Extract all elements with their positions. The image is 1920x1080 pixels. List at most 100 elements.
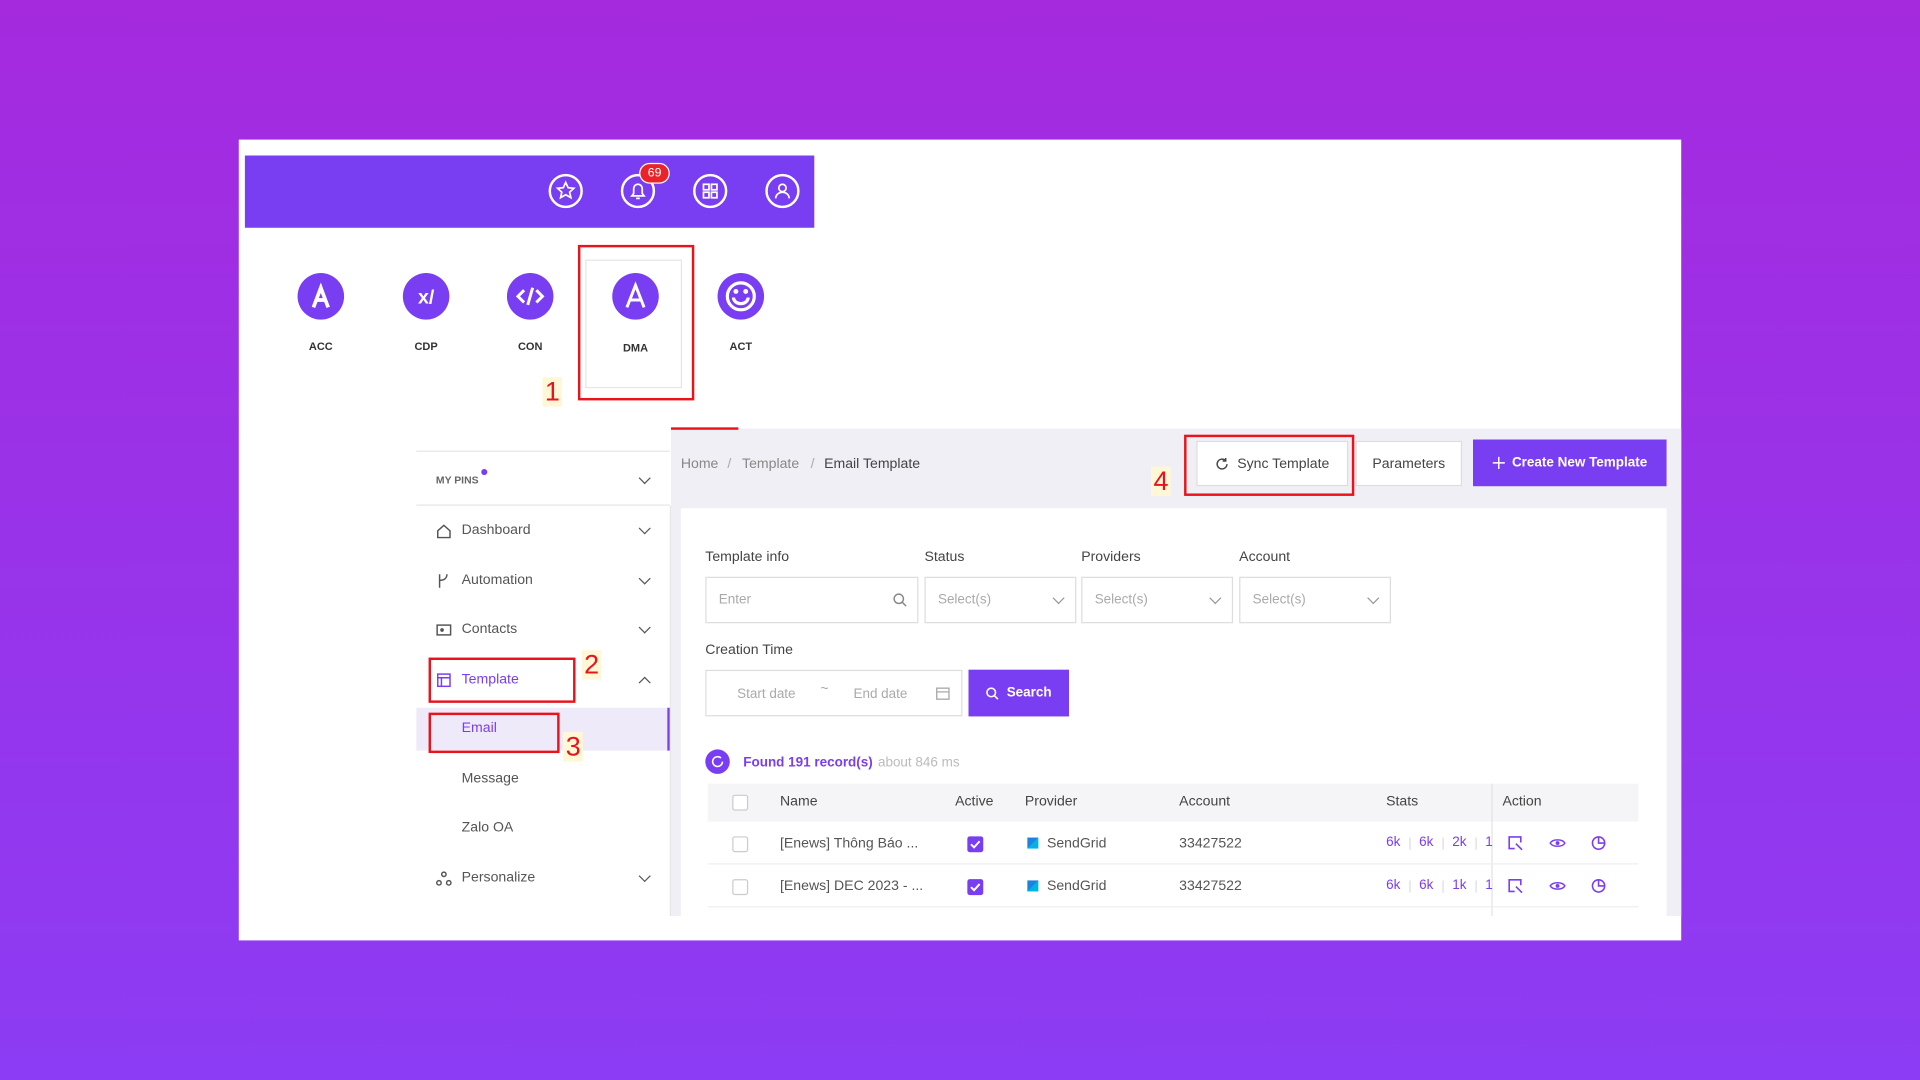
checkbox[interactable] bbox=[732, 878, 749, 895]
preview-action[interactable] bbox=[1549, 835, 1566, 857]
stat-separator bbox=[1409, 879, 1411, 893]
provider-icon bbox=[1027, 879, 1039, 891]
stat-separator bbox=[1475, 837, 1477, 850]
stat-value: 6k bbox=[1386, 877, 1401, 893]
stat-value: 6k bbox=[1419, 877, 1434, 893]
checkbox[interactable] bbox=[732, 836, 749, 853]
checkbox[interactable] bbox=[732, 794, 749, 811]
menu-item[interactable]: Contacts bbox=[461, 622, 518, 637]
edit-action[interactable] bbox=[1507, 877, 1523, 899]
button-label: Parameters bbox=[1372, 456, 1446, 471]
app-label: ACC bbox=[308, 340, 333, 353]
app-icon[interactable] bbox=[297, 273, 345, 320]
notification-badge: 69 bbox=[639, 162, 670, 184]
active-checkbox[interactable] bbox=[967, 878, 984, 895]
profile-button[interactable] bbox=[765, 173, 800, 209]
column-divider bbox=[1491, 783, 1493, 916]
filter-label: Status bbox=[924, 549, 965, 565]
placeholder: Start date bbox=[737, 686, 796, 702]
placeholder: Enter bbox=[718, 592, 751, 608]
create-button[interactable]: Create New Template bbox=[1473, 439, 1667, 487]
highlight-box bbox=[1184, 434, 1355, 496]
column-header: Account bbox=[1179, 794, 1231, 810]
filter-label: Account bbox=[1239, 549, 1291, 565]
search-icon bbox=[893, 593, 907, 607]
breadcrumb-item[interactable]: Template bbox=[742, 456, 800, 472]
placeholder: Select(s) bbox=[1094, 592, 1148, 608]
menu-item[interactable]: Dashboard bbox=[461, 522, 531, 538]
report-action[interactable] bbox=[1591, 877, 1607, 899]
top-bar bbox=[244, 155, 815, 228]
divider bbox=[416, 504, 670, 506]
search-button[interactable]: Search bbox=[968, 669, 1069, 717]
menu-item[interactable]: Automation bbox=[461, 573, 533, 588]
row-divider bbox=[707, 863, 1639, 865]
text-input[interactable]: Enter bbox=[705, 576, 919, 624]
highlight-box bbox=[428, 712, 560, 754]
stat-value: 2k bbox=[1452, 835, 1467, 850]
column-header: Stats bbox=[1386, 794, 1419, 810]
parameters-button[interactable]: Parameters bbox=[1355, 440, 1463, 487]
report-action[interactable] bbox=[1591, 835, 1607, 857]
stat-value: 6k bbox=[1419, 835, 1434, 850]
range-separator: ~ bbox=[820, 682, 829, 697]
filter-label: Providers bbox=[1081, 549, 1141, 565]
menu-item[interactable]: Template bbox=[461, 672, 519, 687]
stat-separator bbox=[1475, 879, 1477, 893]
preview-action[interactable] bbox=[1549, 877, 1566, 899]
menu-item[interactable]: Personalize bbox=[461, 870, 536, 886]
account: 33427522 bbox=[1179, 878, 1242, 894]
stat-value: 1 bbox=[1485, 877, 1493, 893]
app-label: CON bbox=[517, 340, 543, 353]
template-name[interactable]: [Enews] Thông Báo ... bbox=[780, 836, 919, 852]
menu-icon bbox=[436, 871, 452, 886]
highlight-box bbox=[428, 657, 576, 703]
column-header: Action bbox=[1502, 794, 1542, 810]
app-label: DMA bbox=[622, 341, 649, 354]
app-label: CDP bbox=[414, 340, 438, 353]
apps-button[interactable] bbox=[693, 173, 728, 209]
sync-button[interactable]: Sync Template bbox=[1196, 440, 1349, 487]
step-number: 2 bbox=[581, 650, 602, 680]
submenu-item[interactable]: Message bbox=[461, 771, 519, 787]
breadcrumb-separator: / bbox=[810, 456, 815, 472]
menu-icon bbox=[437, 673, 451, 688]
template-name[interactable]: [Enews] DEC 2023 - ... bbox=[780, 878, 924, 894]
submenu-item[interactable]: Zalo OA bbox=[461, 820, 514, 836]
step-number: 3 bbox=[563, 732, 584, 762]
app-icon[interactable] bbox=[717, 273, 765, 320]
calendar-icon bbox=[936, 687, 950, 700]
app-card bbox=[585, 259, 683, 389]
highlight-box bbox=[577, 244, 695, 401]
placeholder: Select(s) bbox=[1252, 592, 1306, 608]
button-label: Create New Template bbox=[1511, 455, 1648, 471]
step-number: 4 bbox=[1151, 466, 1171, 496]
refresh-button[interactable] bbox=[705, 749, 730, 774]
menu-icon bbox=[436, 624, 452, 636]
edit-action[interactable] bbox=[1507, 835, 1523, 857]
step-number: 1 bbox=[542, 377, 563, 407]
filter-label: Template info bbox=[705, 549, 790, 565]
date-range-input[interactable] bbox=[705, 669, 963, 717]
column-header: Provider bbox=[1024, 794, 1078, 810]
table-header bbox=[707, 783, 1639, 822]
app-icon[interactable]: x/ bbox=[402, 273, 450, 320]
app-icon[interactable] bbox=[612, 273, 659, 320]
stat-separator bbox=[1442, 837, 1444, 850]
favorites-button[interactable] bbox=[548, 173, 583, 209]
pin-dot bbox=[481, 468, 488, 476]
select-input[interactable]: Select(s) bbox=[924, 576, 1077, 624]
breadcrumb-item: Email Template bbox=[824, 456, 921, 472]
provider: SendGrid bbox=[1046, 878, 1107, 894]
notifications-button[interactable] bbox=[620, 173, 656, 209]
button-label: Search bbox=[1006, 685, 1052, 701]
breadcrumb-item[interactable]: Home bbox=[680, 456, 719, 472]
menu-icon bbox=[437, 524, 451, 539]
select-input[interactable]: Select(s) bbox=[1239, 576, 1392, 624]
submenu-item[interactable]: Email bbox=[461, 721, 497, 736]
account: 33427522 bbox=[1179, 836, 1242, 852]
active-checkbox[interactable] bbox=[967, 836, 984, 853]
svg-text:x/: x/ bbox=[418, 287, 435, 309]
select-input[interactable]: Select(s) bbox=[1081, 576, 1234, 624]
app-icon[interactable] bbox=[506, 273, 554, 320]
